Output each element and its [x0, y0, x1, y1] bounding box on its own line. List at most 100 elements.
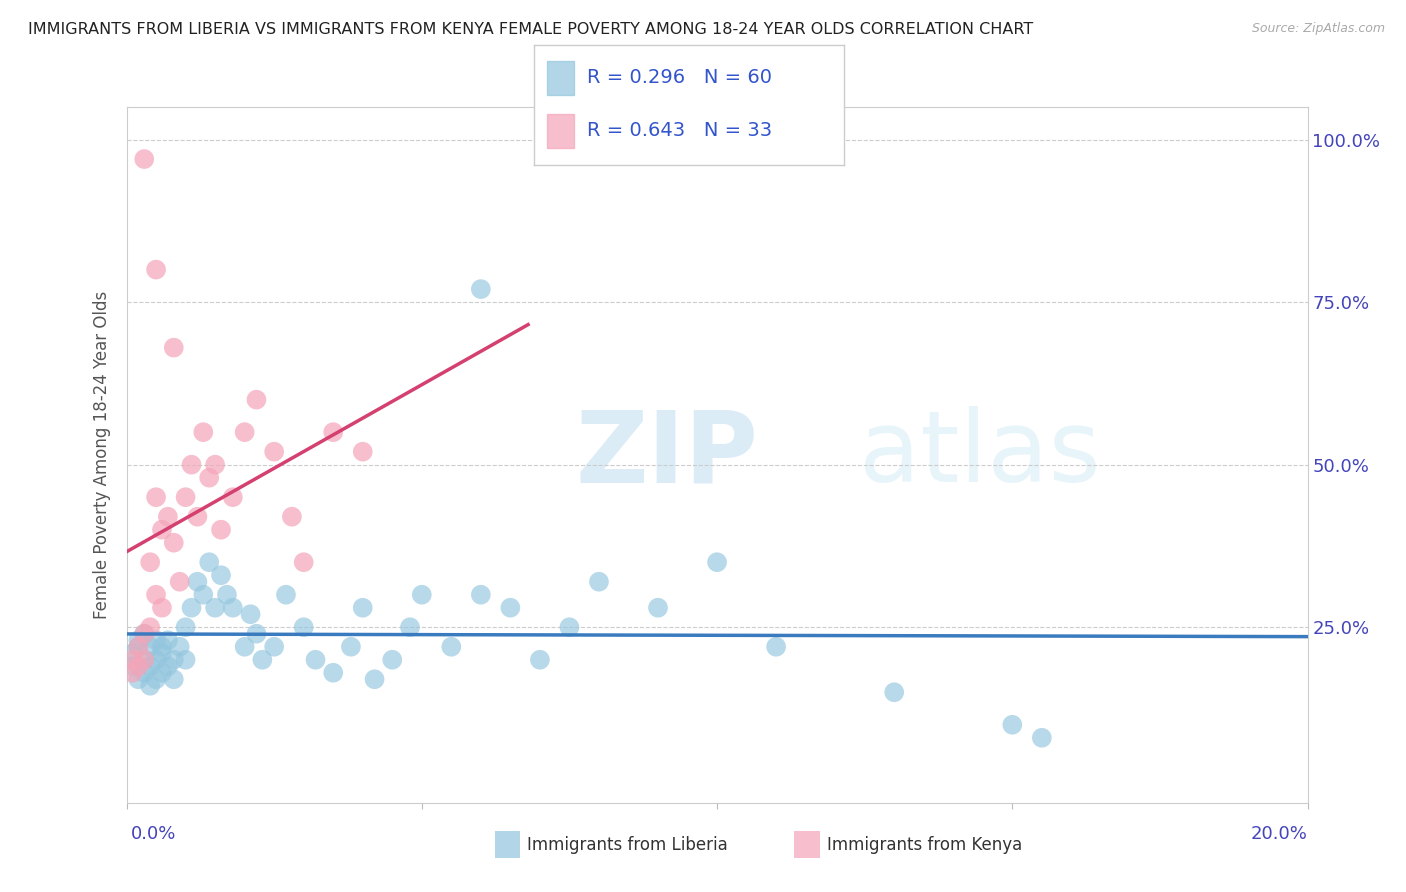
Point [134, 653, 156, 667]
Point [558, 620, 581, 634]
Point [588, 574, 610, 589]
Bar [547, 62, 575, 95]
Point [186, 574, 208, 589]
Point [174, 653, 197, 667]
Point [193, 425, 215, 439]
Point [156, 633, 179, 648]
Point [399, 620, 422, 634]
Point [134, 626, 156, 640]
Point [174, 620, 197, 634]
Point [139, 679, 162, 693]
Point [215, 588, 238, 602]
Point [263, 640, 285, 654]
Point [1001, 718, 1024, 732]
Point [252, 653, 274, 667]
Text: atlas: atlas [859, 407, 1101, 503]
Point [352, 444, 374, 458]
Point [765, 640, 787, 654]
Point [647, 600, 669, 615]
Point [121, 665, 143, 680]
Point [169, 640, 191, 654]
Point [134, 653, 156, 667]
Point [274, 588, 297, 602]
Point [150, 600, 173, 615]
Point [186, 509, 208, 524]
Point [706, 555, 728, 569]
Point [209, 523, 232, 537]
Point [245, 626, 267, 640]
Point [440, 640, 463, 654]
Point [470, 588, 492, 602]
Point [352, 600, 374, 615]
Point [340, 640, 363, 654]
Point [499, 600, 522, 615]
Point [174, 490, 197, 504]
Point [198, 471, 221, 485]
Point [281, 509, 304, 524]
Point [204, 600, 226, 615]
Point [233, 425, 256, 439]
Point [163, 341, 186, 355]
Point [127, 633, 149, 648]
Point [204, 458, 226, 472]
Point [1031, 731, 1053, 745]
Point [145, 653, 167, 667]
Point [145, 672, 167, 686]
Text: ZIP: ZIP [575, 407, 758, 503]
Bar [547, 114, 575, 148]
Point [127, 659, 149, 673]
Text: 20.0%: 20.0% [1251, 825, 1308, 843]
Point [381, 653, 404, 667]
Point [127, 640, 149, 654]
Text: R = 0.643   N = 33: R = 0.643 N = 33 [586, 120, 772, 140]
Point [883, 685, 905, 699]
Point [209, 568, 232, 582]
Point [145, 262, 167, 277]
Point [163, 535, 186, 549]
Point [529, 653, 551, 667]
Text: IMMIGRANTS FROM LIBERIA VS IMMIGRANTS FROM KENYA FEMALE POVERTY AMONG 18-24 YEAR: IMMIGRANTS FROM LIBERIA VS IMMIGRANTS FR… [28, 22, 1033, 37]
Point [470, 282, 492, 296]
Point [145, 633, 167, 648]
Point [180, 600, 202, 615]
Text: Immigrants from Liberia: Immigrants from Liberia [527, 836, 728, 854]
Text: Source: ZipAtlas.com: Source: ZipAtlas.com [1251, 22, 1385, 36]
Point [322, 665, 344, 680]
Point [363, 672, 385, 686]
Point [150, 665, 173, 680]
Point [145, 588, 167, 602]
Point [292, 555, 315, 569]
Point [150, 523, 173, 537]
Point [222, 600, 245, 615]
Point [150, 646, 173, 660]
Point [121, 653, 143, 667]
Point [180, 458, 202, 472]
Point [193, 588, 215, 602]
Point [245, 392, 267, 407]
Point [134, 626, 156, 640]
Point [263, 444, 285, 458]
Point [163, 653, 186, 667]
Point [127, 640, 149, 654]
Y-axis label: Female Poverty Among 18-24 Year Olds: Female Poverty Among 18-24 Year Olds [93, 291, 111, 619]
Point [139, 555, 162, 569]
Point [292, 620, 315, 634]
Point [411, 588, 433, 602]
Point [322, 425, 344, 439]
Point [145, 490, 167, 504]
Text: Immigrants from Kenya: Immigrants from Kenya [827, 836, 1022, 854]
Point [304, 653, 326, 667]
Point [127, 672, 149, 686]
Point [169, 574, 191, 589]
Point [233, 640, 256, 654]
Point [163, 672, 186, 686]
Point [222, 490, 245, 504]
Point [139, 640, 162, 654]
Point [139, 620, 162, 634]
Point [121, 659, 143, 673]
Point [239, 607, 262, 622]
Point [156, 509, 179, 524]
Point [156, 659, 179, 673]
Point [198, 555, 221, 569]
Point [134, 665, 156, 680]
